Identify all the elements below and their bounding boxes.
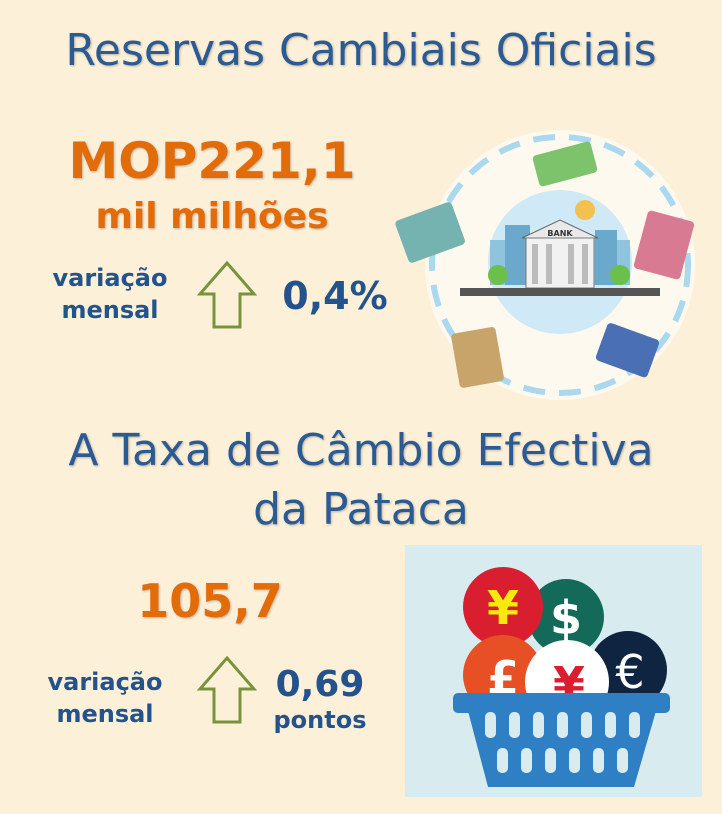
- svg-text:¥: ¥: [487, 581, 519, 635]
- svg-text:€: €: [615, 645, 644, 699]
- svg-text:$: $: [550, 591, 582, 645]
- bank-money-illustration: BANK: [395, 130, 695, 400]
- exchange-change-value: 0,69: [275, 664, 365, 705]
- currency-basket-illustration: ¥ $ £ ¥ €: [405, 545, 702, 797]
- bank-sign: BANK: [547, 229, 573, 238]
- exchange-change-label-2: mensal: [56, 700, 154, 728]
- up-arrow-icon: [196, 655, 258, 724]
- exchange-rate-title-2: da Pataca: [253, 484, 469, 535]
- exchange-rate-title-1: A Taxa de Câmbio Efectiva: [68, 425, 654, 476]
- reserves-value: MOP221,1: [68, 132, 356, 190]
- exchange-change-unit: pontos: [273, 706, 367, 734]
- exchange-change-label-1: variação: [47, 668, 163, 696]
- exchange-rate-value: 105,7: [137, 574, 283, 628]
- up-arrow-icon: [196, 260, 258, 329]
- reserves-title: Reservas Cambiais Oficiais: [65, 25, 657, 76]
- reserves-change-label-1: variação: [52, 264, 168, 292]
- reserves-change-value: 0,4%: [282, 274, 388, 318]
- reserves-unit: mil milhões: [95, 196, 329, 237]
- reserves-change-label-2: mensal: [61, 296, 159, 324]
